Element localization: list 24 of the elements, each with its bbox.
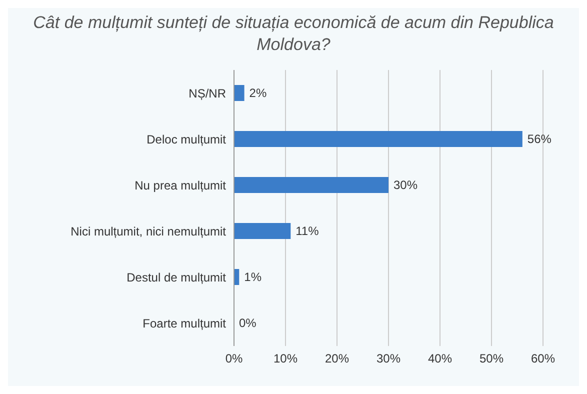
y-tick-label: Deloc mulțumit [146,132,227,146]
y-tick-label: Nu prea mulțumit [134,178,227,192]
x-tick-label: 40% [428,352,452,366]
y-tick-label: Destul de mulțumit [126,270,227,284]
x-tick-label: 0% [225,352,243,366]
bar [234,131,522,147]
chart-title: Cât de mulțumit sunteți de situația economică de acum din Republica Moldova? [32,12,555,56]
x-tick-label: 20% [324,352,350,366]
y-tick-label: Nici mulțumit, nici nemulțumit [70,224,227,238]
bar [234,223,291,239]
x-tick-label: 60% [530,352,556,366]
x-tick-label: 10% [273,352,298,366]
data-label: 56% [527,132,552,146]
data-label: 0% [239,316,257,330]
x-tick-label: 50% [479,352,504,366]
data-label: 11% [296,224,320,238]
bar [234,177,388,193]
data-label: 30% [394,178,418,192]
y-tick-label: NȘ/NR [188,86,226,100]
data-label: 1% [244,270,262,284]
data-label: 2% [249,86,267,100]
x-tick-label: 30% [376,352,401,366]
bar [234,85,244,101]
y-tick-label: Foarte mulțumit [142,316,227,330]
